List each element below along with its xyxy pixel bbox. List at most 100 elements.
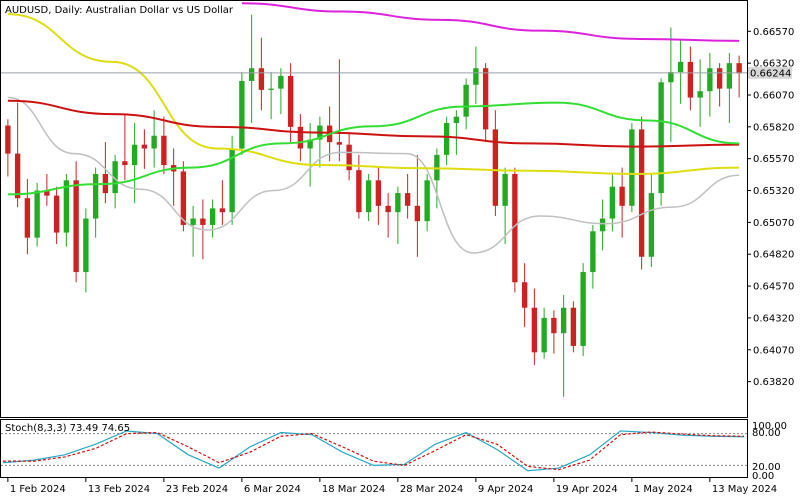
- candle-bullish: [560, 307, 567, 334]
- candle-bullish: [658, 82, 664, 194]
- candle-bearish: [141, 144, 148, 149]
- date-tick-label: 23 Feb 2024: [166, 484, 228, 495]
- candle-bullish: [131, 144, 138, 166]
- price-tick-label: 0.64070: [753, 345, 794, 356]
- date-tick-label: 19 Apr 2024: [556, 484, 618, 495]
- candle-bearish: [346, 144, 352, 171]
- candle-bullish: [590, 231, 596, 273]
- price-tick-label: 0.63820: [753, 377, 794, 388]
- price-tick-label: 0.64320: [753, 313, 794, 324]
- date-tick-label: 13 May 2024: [712, 484, 777, 495]
- stoch-label: Stoch(8,3,3) 73.49 74.65: [5, 423, 130, 434]
- date-axis: 1 Feb 2024 13 Feb 2024 23 Feb 2024 6 Mar 20…: [7, 478, 777, 495]
- symbol-title: AUDUSD, Daily: Australian Dollar vs US D…: [5, 5, 234, 16]
- candle-bullish: [190, 218, 196, 225]
- price-tick-label: 0.64570: [753, 282, 794, 293]
- price-tick-label: 0.65820: [753, 122, 794, 133]
- candle-bullish: [629, 129, 635, 206]
- candle-bearish: [287, 75, 294, 127]
- date-tick-label: 28 Mar 2024: [400, 484, 463, 495]
- candle-bearish: [297, 126, 304, 149]
- candle-bullish: [307, 139, 313, 149]
- candle-bearish: [53, 195, 60, 233]
- candle-bearish: [161, 135, 167, 166]
- candle-bearish: [24, 198, 31, 238]
- candle-bearish: [122, 161, 128, 166]
- candle-bullish: [83, 218, 89, 273]
- candle-bullish: [229, 148, 235, 213]
- stoch-main-line: [2, 430, 745, 472]
- candle-bearish: [180, 171, 187, 225]
- candle-bullish: [395, 193, 401, 213]
- candle-bullish: [599, 218, 606, 232]
- candle-bullish: [278, 75, 284, 89]
- candle-bullish: [463, 84, 469, 117]
- date-tick-label: 1 Feb 2024: [10, 484, 66, 495]
- candle-bearish: [482, 68, 489, 130]
- price-tick-label: 0.66070: [753, 90, 794, 101]
- date-tick-label: 18 Mar 2024: [322, 484, 385, 495]
- candle-bearish: [200, 218, 206, 225]
- candle-bearish: [404, 193, 411, 206]
- stoch-panel: [0, 419, 748, 478]
- price-tick-label: 0.66320: [753, 59, 794, 70]
- candle-bullish: [580, 272, 586, 346]
- candle-bearish: [414, 205, 421, 222]
- ma-fast-line: [7, 96, 740, 254]
- candle-bearish: [219, 208, 226, 213]
- candle-bearish: [531, 307, 538, 353]
- ma-200-line: [7, 99, 740, 148]
- candles: [5, 14, 742, 397]
- stoch-tick-100: 100.00: [752, 421, 787, 432]
- stoch-lines: [1, 430, 747, 472]
- price-panel: [0, 0, 748, 418]
- candle-bullish: [726, 63, 733, 89]
- candle-bullish: [63, 180, 70, 233]
- stoch-tick-20: 20.00: [752, 462, 781, 473]
- candle-bullish: [668, 72, 674, 83]
- date-tick-label: 1 May 2024: [634, 484, 693, 495]
- candle-bearish: [73, 180, 79, 273]
- candle-bearish: [385, 205, 391, 213]
- candle-bullish: [648, 193, 655, 257]
- price-tick-label: 0.65070: [753, 218, 794, 229]
- candle-bearish: [492, 129, 499, 206]
- candle-bullish: [677, 61, 684, 73]
- date-tick-label: 6 Mar 2024: [244, 484, 301, 495]
- candle-bullish: [609, 186, 616, 219]
- current-price-box: [748, 66, 792, 79]
- candle-bearish: [570, 307, 577, 346]
- ma-long-line: [241, 2, 740, 42]
- candle-bearish: [638, 129, 645, 257]
- candle-bullish: [239, 80, 245, 149]
- price-tick-label: 0.64820: [753, 250, 794, 261]
- current-price-label: 0.66244: [750, 68, 791, 79]
- price-tick-label: 0.65320: [753, 186, 794, 197]
- candle-bullish: [151, 135, 157, 149]
- candle-bearish: [512, 173, 518, 283]
- moving-averages: [7, 2, 740, 254]
- candle-bullish: [248, 68, 255, 81]
- candle-bullish: [112, 161, 118, 194]
- candle-bearish: [356, 170, 362, 213]
- date-tick-label: 9 Apr 2024: [478, 484, 533, 495]
- candle-bearish: [687, 61, 694, 98]
- price-tick-label: 0.65570: [753, 154, 794, 165]
- price-tick-label: 0.66570: [753, 27, 794, 38]
- candle-bearish: [258, 68, 265, 90]
- candle-bearish: [736, 63, 742, 74]
- candle-bearish: [375, 180, 382, 206]
- candle-bearish: [336, 142, 343, 145]
- candle-bullish: [697, 91, 703, 98]
- candle-bullish: [443, 123, 450, 155]
- candle-bullish: [502, 173, 508, 206]
- date-tick-label: 13 Feb 2024: [88, 484, 150, 495]
- candle-bearish: [44, 190, 50, 196]
- candle-bearish: [716, 68, 723, 89]
- candle-bearish: [5, 125, 11, 154]
- candle-bearish: [521, 282, 528, 308]
- candle-bullish: [92, 173, 99, 219]
- candle-bullish: [541, 317, 547, 353]
- candle-bullish: [473, 68, 479, 85]
